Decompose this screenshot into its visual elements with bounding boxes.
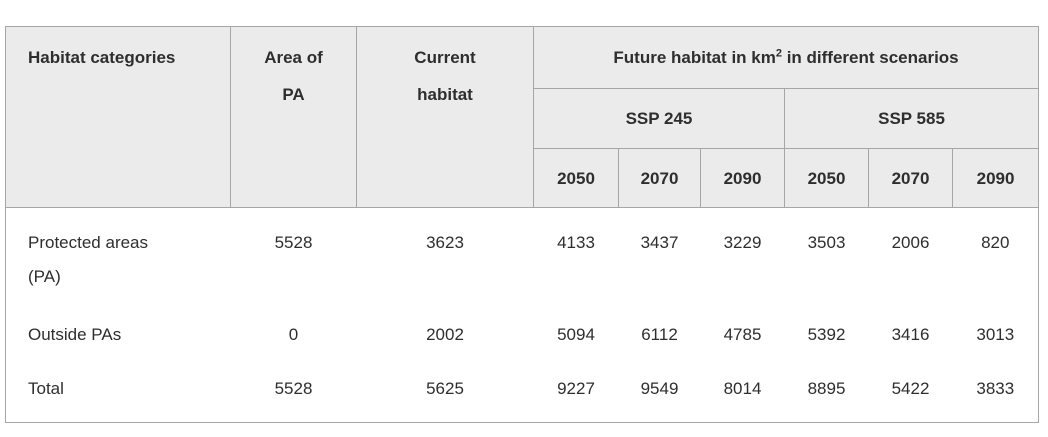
cell-current-habitat: 5625 [356, 362, 534, 423]
col-header-habitat-categories: Habitat categories [5, 26, 231, 208]
cell-ssp585-2090: 3833 [952, 362, 1039, 423]
col-header-year-ssp585-2090: 2090 [951, 148, 1040, 208]
table-header: Habitat categories Area of PA Current ha… [5, 26, 1040, 208]
header-row-groups: Habitat categories Area of PA Current ha… [5, 26, 1040, 208]
cell-current-habitat: 3623 [356, 207, 534, 309]
cell-current-habitat: 2002 [356, 308, 534, 363]
col-header-year-ssp585-2050: 2050 [784, 148, 869, 208]
cell-ssp245-2070: 3437 [618, 207, 701, 309]
header-row-scenarios: SSP 245 SSP 585 [6, 88, 1040, 149]
table-row-protected-areas: Protected areas (PA) 5528 3623 4133 3437… [5, 207, 1039, 309]
cell-ssp245-2090: 3229 [700, 207, 785, 309]
cell-ssp585-2050: 8895 [784, 362, 869, 423]
col-header-future-habitat-group: Future habitat in km2 in different scena… [532, 26, 1040, 89]
col-header-current-habitat: Current habitat [356, 26, 534, 208]
row-label-text: Protected areas (PA) [28, 233, 149, 286]
cell-area-of-pa: 5528 [230, 362, 357, 423]
cell-ssp245-2090: 8014 [700, 362, 785, 423]
future-habitat-title-superscript: 2 [775, 47, 782, 60]
row-label-text: Total [28, 378, 64, 398]
cell-ssp245-2050: 9227 [533, 362, 619, 423]
cell-ssp585-2070: 5422 [868, 362, 953, 423]
cell-area-of-pa: 5528 [230, 207, 357, 309]
col-header-year-ssp245-2070: 2070 [618, 148, 701, 208]
cell-ssp245-2050: 5094 [533, 308, 619, 363]
col-header-year-ssp245-2050: 2050 [533, 148, 619, 208]
cell-ssp585-2070: 3416 [868, 308, 953, 363]
col-header-current-habitat-label: Current habitat [414, 48, 476, 104]
row-label: Total [5, 362, 231, 423]
row-label: Outside PAs [5, 308, 231, 363]
col-header-year-ssp245-2090: 2090 [700, 148, 785, 208]
cell-ssp245-2050: 4133 [533, 207, 619, 309]
cell-ssp585-2050: 5392 [784, 308, 869, 363]
cell-ssp245-2090: 4785 [700, 308, 785, 363]
col-header-year-ssp585-2070: 2070 [868, 148, 953, 208]
table-body: Protected areas (PA) 5528 3623 4133 3437… [5, 207, 1039, 423]
cell-ssp245-2070: 6112 [618, 308, 701, 363]
cell-area-of-pa: 0 [230, 308, 357, 363]
row-label-text: Outside PAs [28, 324, 122, 344]
col-header-ssp245: SSP 245 [533, 88, 785, 149]
future-habitat-title-prefix: Future habitat in km [613, 48, 776, 67]
header-row-years: 2050 2070 2090 2050 2070 2090 [6, 148, 1040, 208]
habitat-scenarios-table: Habitat categories Area of PA Current ha… [5, 26, 1040, 423]
col-header-ssp585: SSP 585 [783, 88, 1040, 149]
col-header-area-of-pa: Area of PA [230, 26, 357, 208]
table-row-total: Total 5528 5625 9227 9549 8014 8895 5422… [5, 362, 1039, 423]
cell-ssp585-2090: 820 [952, 207, 1039, 309]
col-header-area-of-pa-label: Area of PA [264, 48, 323, 104]
cell-ssp585-2090: 3013 [952, 308, 1039, 363]
future-habitat-title-suffix: in different scenarios [781, 48, 959, 67]
row-label: Protected areas (PA) [5, 207, 231, 309]
cell-ssp245-2070: 9549 [618, 362, 701, 423]
cell-ssp585-2070: 2006 [868, 207, 953, 309]
table-row-outside-pas: Outside PAs 0 2002 5094 6112 4785 5392 3… [5, 308, 1039, 363]
cell-ssp585-2050: 3503 [784, 207, 869, 309]
